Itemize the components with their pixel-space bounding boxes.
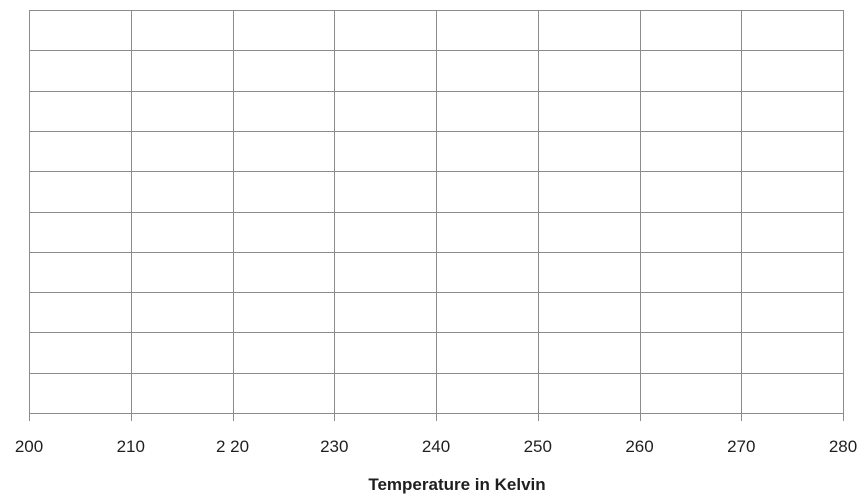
x-axis-ticks [28, 413, 845, 421]
x-axis-tick-labels: 200 210 2 20 230 240 250 260 270 280 [15, 437, 857, 456]
x-tick-label-260: 260 [625, 437, 653, 456]
x-tick-label-220: 2 20 [216, 437, 249, 456]
x-tick-label-240: 240 [422, 437, 450, 456]
x-axis-title: Temperature in Kelvin [368, 475, 545, 494]
vertical-gridlines [28, 10, 845, 413]
x-tick-label-270: 270 [727, 437, 755, 456]
x-tick-label-250: 250 [524, 437, 552, 456]
x-tick-label-200: 200 [15, 437, 43, 456]
x-tick-label-210: 210 [117, 437, 145, 456]
horizontal-gridlines [29, 9, 843, 415]
x-tick-label-230: 230 [320, 437, 348, 456]
x-tick-label-280: 280 [829, 437, 857, 456]
